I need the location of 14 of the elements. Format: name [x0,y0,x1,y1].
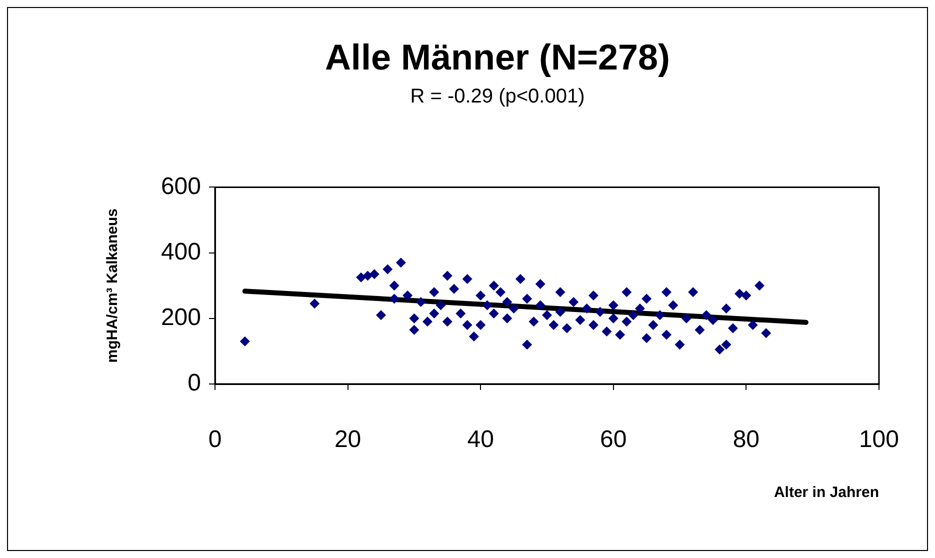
x-tick-label: 40 [467,426,494,454]
y-tick-label: 200 [160,304,201,332]
chart-subtitle: R = -0.29 (p<0.001) [410,86,585,108]
y-tick-label: 600 [160,172,201,200]
x-tick-label: 100 [858,426,899,454]
x-tick-label: 80 [732,426,760,454]
x-tick-label: 60 [600,426,627,454]
chart-title: Alle Männer (N=278) [324,36,670,78]
x-tick-label: 0 [208,426,222,454]
y-axis-title: mgHA/cm³ Kalkaneus [104,208,122,363]
y-tick-label: 0 [188,370,201,397]
x-axis-title: Alter in Jahren [774,484,879,502]
y-tick-label: 400 [160,238,201,266]
x-tick-label: 20 [334,426,362,454]
